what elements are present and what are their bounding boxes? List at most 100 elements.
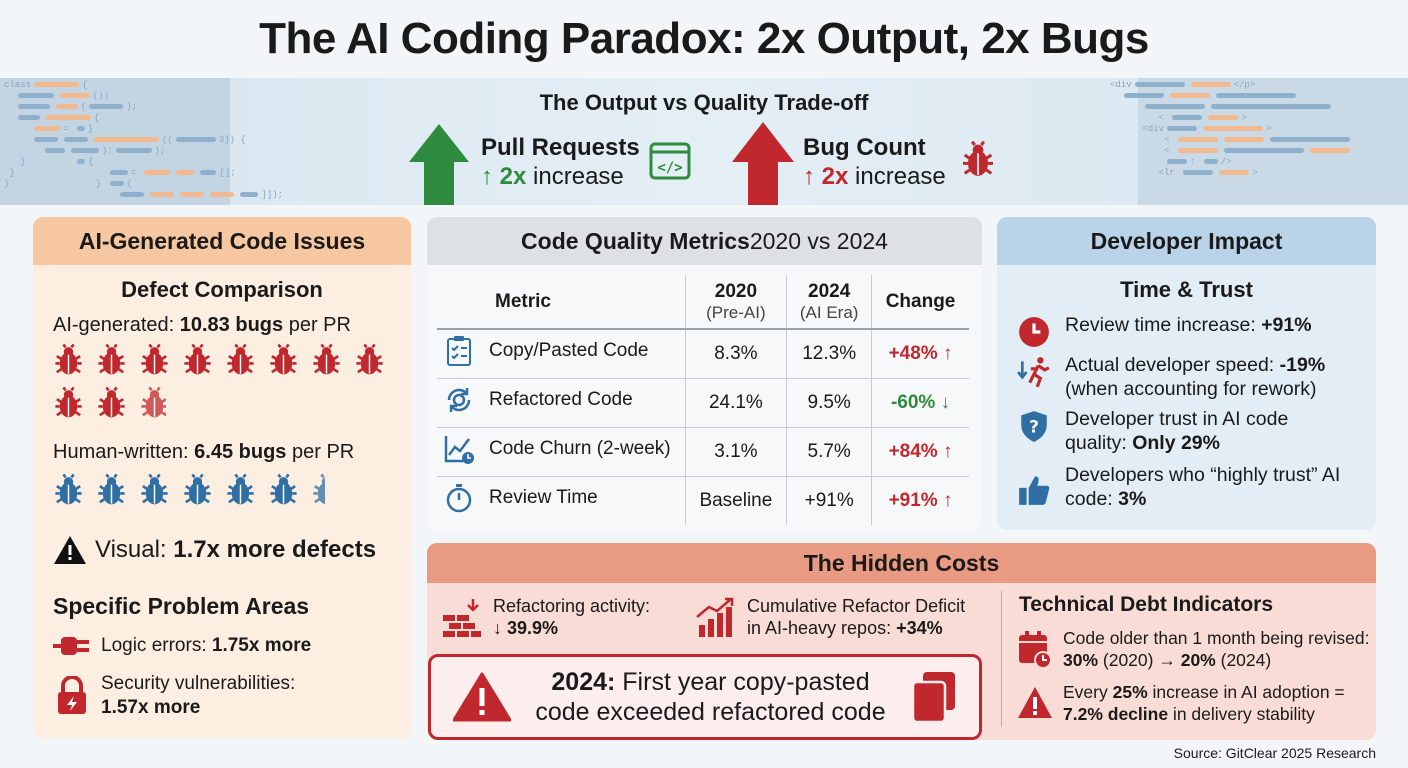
up-arrow-red-icon (732, 122, 794, 205)
tech-debt-item: Every 25% increase in AI adoption = 7.2% … (1017, 681, 1345, 725)
human-bug-grid (51, 473, 401, 508)
bug-icon (137, 473, 172, 508)
metric-cell: Copy/Pasted Code (437, 329, 685, 379)
up-arrow-green-icon (409, 124, 469, 205)
source-note: Source: GitClear 2025 Research (1173, 745, 1376, 761)
card-title: AI-Generated Code Issues (33, 217, 411, 265)
logic-errors-item: Logic errors: 1.75x more (53, 633, 311, 659)
bug-icon (51, 473, 86, 508)
bug-count-metric: Bug Count ↑ 2x increase (803, 134, 946, 190)
card-title: Code Quality Metrics 2020 vs 2024 (427, 217, 982, 265)
card-title: The Hidden Costs (427, 543, 1376, 583)
warning-icon (54, 536, 86, 564)
table-row: Refactored Code 24.1% 9.5% -60% ↓ (437, 378, 969, 428)
copy-document-icon (911, 672, 955, 724)
developer-impact-item: Actual developer speed: -19% (when accoun… (1017, 353, 1355, 401)
bug-icon (266, 343, 301, 378)
tech-debt-title: Technical Debt Indicators (1019, 593, 1273, 616)
header-2024: 2024 (AI Era) (786, 275, 872, 330)
change-cell: +48% ↑ (871, 329, 969, 379)
value-2020: 24.1% (684, 378, 787, 428)
chart-up-icon (696, 597, 734, 637)
bricks-down-icon (443, 599, 481, 637)
header-metric: Metric (437, 275, 685, 330)
bug-icon (137, 343, 172, 378)
change-cell: +91% ↑ (871, 476, 969, 525)
change-cell: +84% ↑ (871, 427, 969, 477)
tech-debt-item: Code older than 1 month being revised: 30… (1017, 627, 1369, 671)
developer-impact-item: Developers who “highly trust” AI code: 3… (1017, 463, 1355, 511)
bug-icon (137, 386, 166, 421)
code-background-right: <div </p> < > <div > < < : /> <lr > (1110, 80, 1353, 179)
thumbs-up-icon (1019, 476, 1050, 505)
code-window-icon: </> (649, 142, 691, 180)
metric-cell: Review Time (437, 476, 685, 525)
pull-requests-metric: Pull Requests ↑ 2x increase (481, 134, 640, 190)
bug-icon (963, 140, 993, 176)
code-background-left: class{ ()) (); { = } ((3)) { );); } { } … (4, 80, 284, 200)
value-2024: +91% (786, 476, 872, 525)
bug-icon (51, 386, 86, 421)
calendar-clock-icon (1019, 631, 1052, 669)
svg-text:?: ? (1029, 417, 1039, 437)
value-2024: 9.5% (786, 378, 872, 428)
ai-bugs-label: AI-generated: 10.83 bugs per PR (53, 314, 351, 336)
stopwatch-icon (446, 483, 472, 512)
value-2024: 12.3% (786, 329, 872, 379)
bug-icon (180, 343, 215, 378)
developer-impact-item: ? Developer trust in AI code quality: Onl… (1017, 407, 1355, 455)
ai-code-issues-card: AI-Generated Code Issues Defect Comparis… (33, 217, 411, 738)
time-trust-title: Time & Trust (1120, 277, 1253, 302)
security-item: Security vulnerabilities: 1.57x more (53, 672, 295, 720)
bug-icon (223, 343, 258, 378)
bug-icon (180, 473, 215, 508)
callout-box: 2024: First year copy-pasted code exceede… (427, 654, 982, 740)
value-2020: 8.3% (684, 329, 787, 379)
table-row: Code Churn (2-week) 3.1% 5.7% +84% ↑ (437, 427, 969, 477)
card-title: Developer Impact (997, 217, 1376, 265)
ai-bug-grid (51, 343, 401, 421)
svg-text:</>: </> (657, 160, 682, 176)
value-2020: Baseline (684, 476, 787, 525)
metric-cell: Code Churn (2-week) (437, 427, 685, 477)
runner-down-icon (1017, 357, 1050, 388)
bug-icon (94, 473, 129, 508)
warning-icon (452, 672, 511, 722)
refactor-deficit-item: Cumulative Refactor Deficit in AI-heavy r… (695, 595, 965, 639)
metrics-table: Metric 2020 (Pre-AI) 2024 (AI Era) Change … (437, 275, 969, 525)
bug-icon (51, 343, 86, 378)
clipboard-checklist-icon (447, 335, 471, 366)
divider (1001, 591, 1002, 727)
bug-icon (94, 386, 129, 421)
clock-icon (1019, 317, 1049, 347)
plug-icon (53, 637, 89, 655)
developer-impact-item: Review time increase: +91% (1017, 313, 1355, 349)
refactoring-activity-item: Refactoring activity: ↓ 39.9% (441, 595, 650, 639)
problem-areas-title: Specific Problem Areas (53, 593, 310, 619)
banner-title: The Output vs Quality Trade-off (539, 90, 869, 115)
value-2020: 3.1% (684, 427, 787, 477)
bug-icon (352, 343, 387, 378)
header-change: Change (871, 275, 969, 330)
bug-icon (266, 473, 301, 508)
table-row: Copy/Pasted Code 8.3% 12.3% +48% ↑ (437, 329, 969, 379)
value-2024: 5.7% (786, 427, 872, 477)
refresh-gear-icon (447, 387, 471, 412)
metric-cell: Refactored Code (437, 378, 685, 428)
bug-icon (309, 343, 344, 378)
developer-impact-card: Developer Impact Time & Trust Review tim… (997, 217, 1376, 530)
page-title: The AI Coding Paradox: 2x Output, 2x Bug… (259, 14, 1149, 63)
header-2020: 2020 (Pre-AI) (684, 275, 787, 330)
bug-icon (223, 473, 258, 508)
code-quality-metrics-card: Code Quality Metrics 2020 vs 2024 Metric… (427, 217, 982, 530)
banner: class{ ()) (); { = } ((3)) { );); } { } … (0, 78, 1408, 205)
hidden-costs-card: The Hidden Costs Refactoring activity: ↓ … (427, 543, 1376, 740)
bug-icon (309, 473, 325, 508)
human-bugs-label: Human-written: 6.45 bugs per PR (53, 441, 355, 463)
chart-clock-icon (444, 435, 474, 464)
table-header-row: Metric 2020 (Pre-AI) 2024 (AI Era) Change (437, 275, 969, 330)
table-row: Review Time Baseline +91% +91% ↑ (437, 476, 969, 525)
bug-icon (94, 343, 129, 378)
shield-question-icon: ? (1021, 411, 1047, 442)
change-cell: -60% ↓ (871, 378, 969, 428)
